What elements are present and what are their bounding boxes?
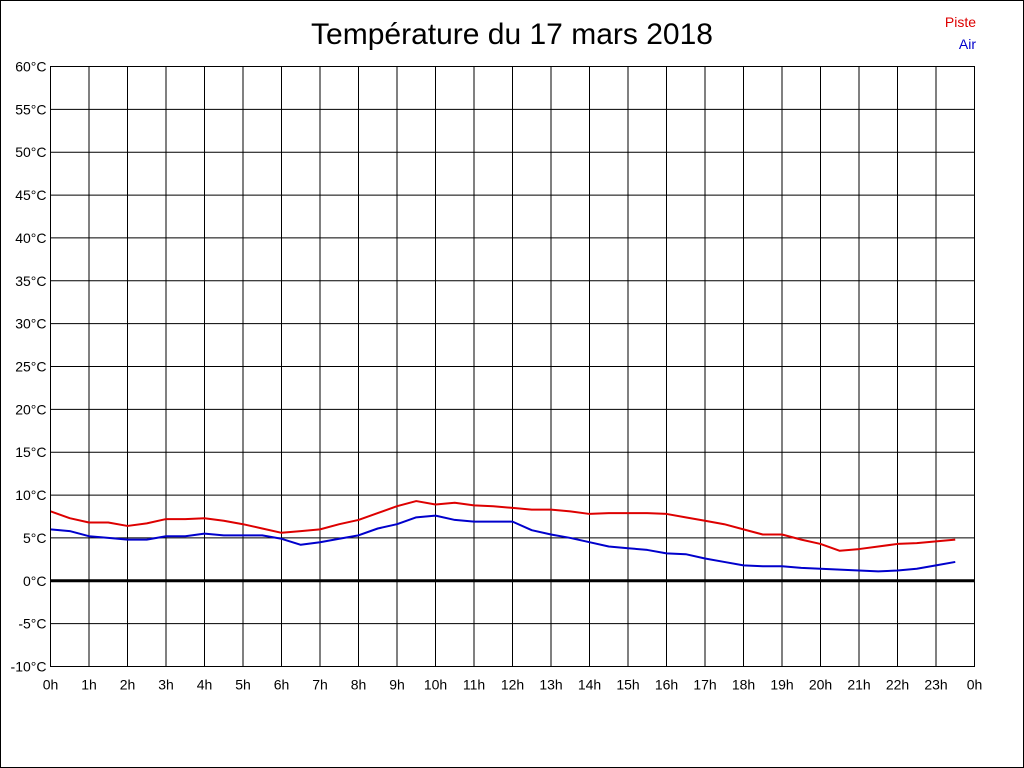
x-tick-label: 9h [389,677,405,693]
y-tick-label: 45°C [15,187,46,203]
x-tick-label: 18h [732,677,755,693]
y-tick-label: 50°C [15,144,46,160]
x-tick-label: 4h [197,677,213,693]
y-tick-label: 0°C [23,573,47,589]
y-tick-label: 30°C [15,316,46,332]
y-tick-labels: -10°C -5°C 0°C 5°C 10°C 15°C 20°C 25°C 30°C 35°C 4… [11,59,47,675]
y-tick-label: -10°C [11,659,47,675]
y-tick-label: 60°C [15,59,46,75]
y-tick-label: 40°C [15,230,46,246]
x-tick-label: 15h [616,677,639,693]
x-tick-label: 0h [967,677,983,693]
y-tick-label: 55°C [15,101,46,117]
series-line-air [50,514,956,573]
plot-area-border [50,66,975,667]
x-tick-label: 17h [693,677,716,693]
x-tick-label: 19h [770,677,793,693]
y-tick-label: 10°C [15,487,46,503]
x-tick-label: 8h [351,677,367,693]
x-tick-label: 11h [463,677,485,693]
x-tick-label: 21h [847,677,870,693]
x-tick-label: 23h [924,677,947,693]
y-tick-label: 5°C [23,530,47,546]
x-tick-labels: 0h 1h 2h 3h 4h 5h 6h 7h 8h 9h 10h 11h 12h 13h 14h 15h 16… [43,677,983,693]
x-tick-label: 22h [886,677,909,693]
x-tick-label: 5h [235,677,251,693]
y-tick-label: 20°C [15,401,46,417]
grid [50,66,975,667]
x-tick-label: 0h [43,677,59,693]
y-tick-label: 25°C [15,359,46,375]
x-tick-label: 10h [424,677,447,693]
x-tick-label: 13h [539,677,562,693]
x-tick-label: 16h [655,677,678,693]
chart-title: Température du 17 mars 2018 [311,18,713,51]
x-tick-label: 12h [501,677,524,693]
series-line-piste [50,500,956,552]
x-tick-label: 3h [158,677,174,693]
legend-entry-air: Air [958,36,976,52]
y-tick-label: 15°C [15,444,46,460]
legend-entry-piste: Piste [944,14,976,30]
x-tick-label: 2h [120,677,136,693]
series-group [50,500,956,573]
x-tick-label: 1h [81,677,97,693]
y-tick-label: 35°C [15,273,46,289]
y-tick-label: -5°C [18,616,46,632]
x-tick-label: 6h [274,677,290,693]
x-tick-label: 7h [312,677,328,693]
x-tick-label: 14h [578,677,601,693]
x-tick-label: 20h [809,677,832,693]
